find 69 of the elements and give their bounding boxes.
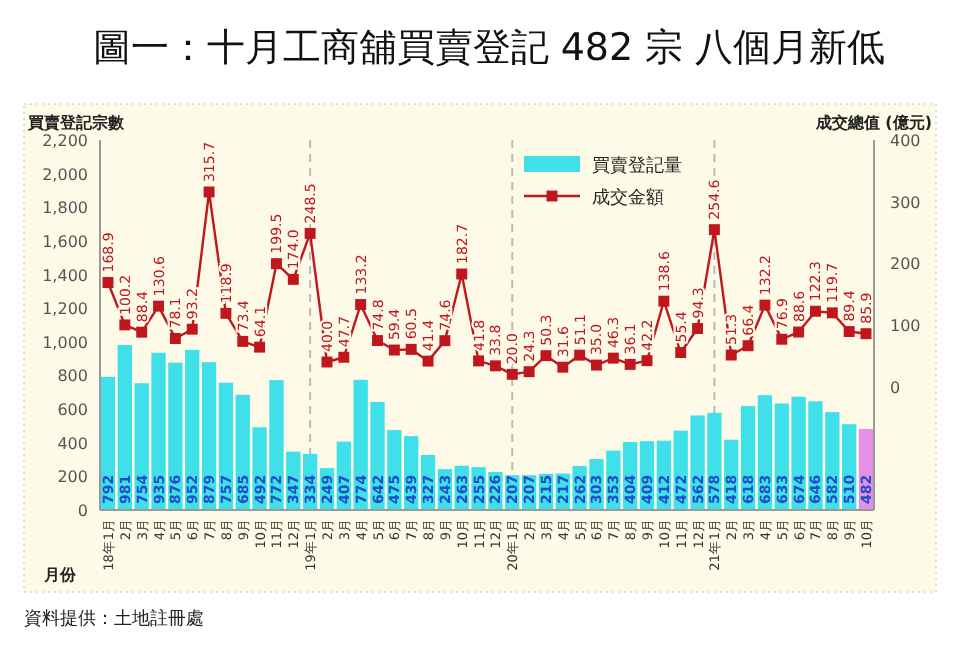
point	[489, 360, 501, 372]
y2-tick-label: 400	[890, 132, 921, 150]
point	[338, 351, 350, 363]
point	[759, 299, 771, 311]
point	[186, 323, 198, 335]
point	[523, 366, 535, 378]
point	[809, 305, 821, 317]
point	[405, 343, 417, 355]
point	[270, 258, 282, 270]
point	[540, 350, 552, 362]
y-tick-label: 400	[57, 434, 88, 453]
point	[254, 341, 266, 353]
point	[102, 277, 114, 288]
y2-tick-label: 0	[890, 378, 901, 397]
point	[136, 326, 148, 338]
y-tick-label: 800	[57, 367, 88, 386]
y-tick-label: 1,600	[42, 232, 88, 251]
point	[607, 352, 619, 364]
point	[725, 349, 737, 361]
point	[624, 358, 636, 370]
y-tick-label: 2,000	[42, 165, 88, 184]
point	[692, 323, 704, 334]
point	[826, 307, 838, 319]
point	[237, 335, 249, 347]
point	[776, 333, 788, 345]
y-tick-label: 600	[57, 401, 88, 420]
point	[388, 344, 400, 356]
y-axis-title: 買賣登記宗數	[26, 112, 126, 132]
point	[742, 340, 754, 352]
point	[456, 268, 468, 280]
y2-tick-label: 300	[890, 193, 921, 212]
point	[169, 333, 181, 344]
point	[287, 273, 299, 285]
y2-tick-label: 100	[890, 317, 921, 335]
point	[843, 326, 855, 338]
chart-title: 圖一：十月工商舖買賣登記 482 宗 八個月新低	[92, 26, 886, 70]
text: 資料提供：土地註冊處	[24, 608, 204, 630]
point	[304, 227, 316, 239]
y-tick-label: 200	[57, 468, 88, 487]
y-tick-label: 1,800	[42, 199, 88, 218]
point	[557, 361, 569, 373]
y-tick-label: 1,200	[42, 300, 88, 319]
point	[641, 355, 653, 367]
legend-label: 買賣登記量	[592, 155, 682, 177]
point	[473, 355, 485, 367]
point	[675, 347, 687, 358]
point	[506, 368, 518, 380]
point	[203, 186, 215, 198]
point	[591, 359, 602, 371]
y-tick-label: 2,200	[42, 132, 88, 150]
point	[708, 224, 720, 236]
x-axis-title: 月份	[42, 566, 78, 584]
legend-label: 成交金額	[592, 187, 664, 209]
point	[793, 326, 805, 338]
y-tick-label: 0	[77, 502, 88, 520]
point	[119, 319, 131, 331]
point	[372, 335, 383, 347]
point	[439, 335, 451, 347]
point	[220, 307, 232, 319]
point	[153, 300, 165, 312]
point	[574, 349, 586, 361]
point	[658, 295, 670, 307]
y2-tick-label: 200	[890, 255, 921, 274]
point	[860, 328, 872, 340]
y-tick-label: 1,400	[42, 266, 88, 285]
y-tick-label: 1,000	[42, 333, 88, 352]
point	[422, 355, 434, 367]
point	[355, 299, 367, 310]
y2-axis-title: 成交總值 (億元)	[813, 112, 932, 132]
